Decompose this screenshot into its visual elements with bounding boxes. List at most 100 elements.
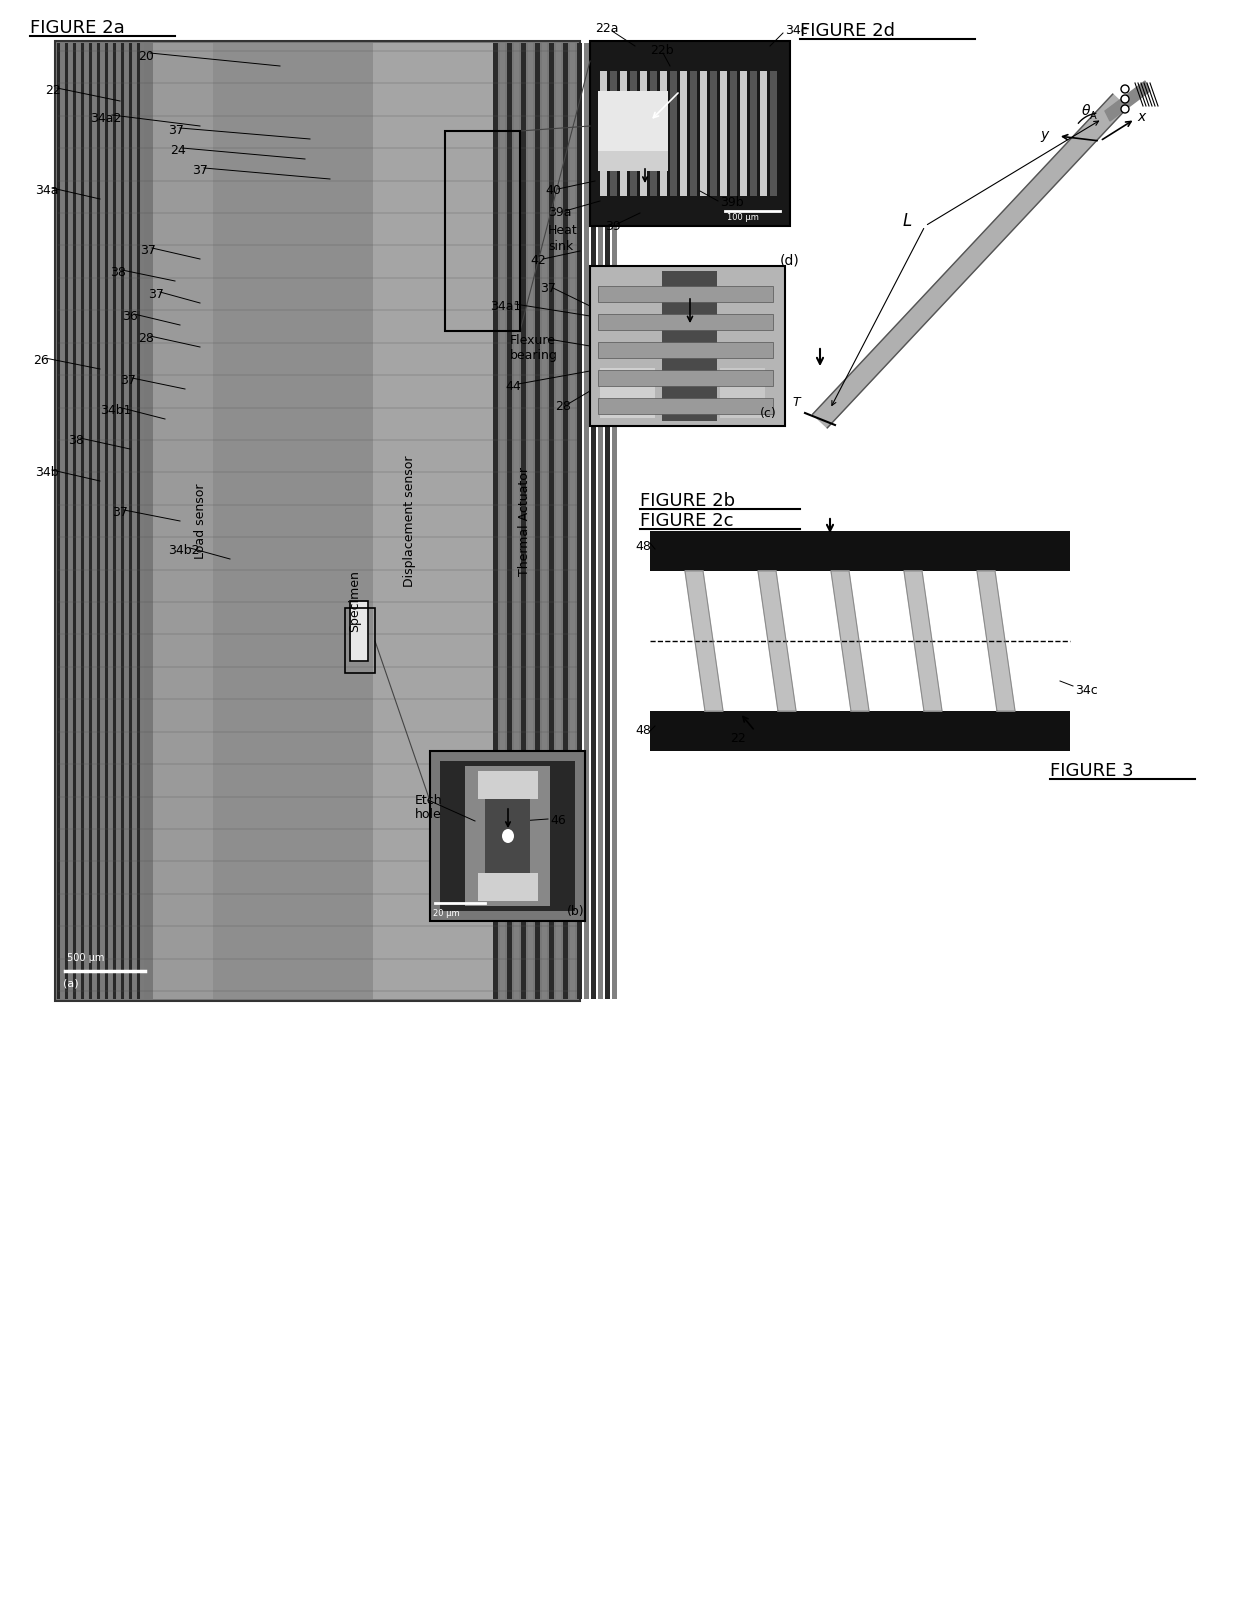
Bar [113, 44, 117, 999]
Bar [620, 71, 627, 196]
Bar [598, 370, 773, 386]
Bar [500, 44, 505, 999]
Bar [680, 71, 687, 196]
Bar [350, 601, 368, 661]
Text: Heat: Heat [548, 224, 578, 238]
Bar [549, 44, 554, 999]
Text: θ: θ [1083, 104, 1090, 118]
Text: 22: 22 [730, 733, 745, 746]
Bar [542, 44, 547, 999]
Text: L: L [903, 212, 913, 230]
Bar [760, 71, 768, 196]
Text: 34c: 34c [785, 24, 807, 37]
Bar [477, 874, 538, 901]
Bar [630, 71, 637, 196]
Text: Flexure: Flexure [510, 334, 556, 347]
Text: 38: 38 [68, 434, 84, 447]
Bar [373, 44, 494, 999]
Bar [440, 760, 575, 911]
Text: 26: 26 [33, 355, 48, 368]
Bar [153, 44, 213, 999]
Text: Specimen: Specimen [348, 571, 362, 632]
Bar [660, 71, 667, 196]
Text: 37: 37 [539, 282, 556, 295]
Bar [100, 44, 104, 999]
Text: (a): (a) [63, 977, 78, 989]
Bar [670, 71, 677, 196]
Text: 34a: 34a [35, 185, 58, 198]
Bar [720, 71, 727, 196]
Text: FIGURE 2b: FIGURE 2b [640, 493, 735, 511]
Bar [598, 314, 773, 331]
Bar [598, 91, 668, 170]
Bar [598, 342, 773, 358]
Bar [477, 772, 538, 799]
Text: hole: hole [415, 809, 441, 822]
Polygon shape [1105, 81, 1149, 122]
Bar [598, 399, 773, 413]
Bar [613, 44, 618, 999]
Text: 39: 39 [605, 219, 621, 232]
Bar [750, 71, 756, 196]
Bar [590, 266, 785, 426]
Text: 46: 46 [551, 814, 565, 827]
Bar [730, 71, 737, 196]
Text: 28: 28 [556, 399, 570, 412]
Text: 37: 37 [167, 125, 184, 138]
Bar [125, 44, 128, 999]
Bar [591, 44, 596, 999]
Bar [650, 532, 1070, 571]
Bar [590, 41, 790, 225]
Ellipse shape [502, 828, 515, 843]
Ellipse shape [1121, 105, 1128, 113]
Bar [64, 44, 68, 999]
Bar [598, 285, 773, 302]
Bar [640, 71, 647, 196]
Text: 22: 22 [45, 84, 61, 97]
Text: 24: 24 [170, 144, 186, 157]
Text: x: x [1137, 110, 1146, 123]
Bar [711, 71, 717, 196]
Text: FIGURE 2a: FIGURE 2a [30, 19, 125, 37]
Text: Thermal Actuator: Thermal Actuator [518, 467, 532, 575]
Bar [465, 767, 551, 906]
Text: 34c: 34c [1075, 684, 1097, 697]
Text: 34b: 34b [35, 467, 58, 480]
Bar [445, 131, 520, 331]
Text: Displacement sensor: Displacement sensor [403, 456, 417, 587]
Bar [89, 44, 92, 999]
Text: FIGURE 2c: FIGURE 2c [640, 512, 734, 530]
Bar [598, 44, 603, 999]
Text: 37: 37 [148, 289, 164, 302]
Bar [600, 71, 608, 196]
Polygon shape [812, 94, 1127, 428]
Text: sink: sink [548, 240, 573, 253]
Bar [720, 368, 765, 418]
Bar [610, 71, 618, 196]
Text: 20 μm: 20 μm [433, 908, 460, 917]
Bar [577, 44, 582, 999]
Text: 28: 28 [138, 332, 154, 345]
Text: 36: 36 [122, 311, 138, 324]
Text: 37: 37 [112, 506, 128, 519]
Bar [605, 44, 610, 999]
Bar [73, 44, 76, 999]
Text: (d): (d) [780, 254, 800, 267]
Text: 20: 20 [138, 50, 154, 63]
Bar [570, 44, 575, 999]
Text: FIGURE 2d: FIGURE 2d [800, 23, 895, 41]
Bar [430, 751, 585, 921]
Bar [650, 712, 1070, 751]
Bar [534, 44, 539, 999]
Text: 34a1: 34a1 [490, 300, 521, 313]
Bar [133, 44, 136, 999]
Text: 34a2: 34a2 [91, 112, 122, 125]
Bar [141, 44, 144, 999]
Bar [494, 44, 498, 999]
Text: (c): (c) [760, 407, 776, 420]
Text: 39a: 39a [548, 206, 572, 219]
Text: 500 μm: 500 μm [67, 953, 104, 963]
Text: 48: 48 [635, 725, 651, 738]
Text: 34b1: 34b1 [100, 405, 131, 418]
Ellipse shape [1121, 96, 1128, 104]
